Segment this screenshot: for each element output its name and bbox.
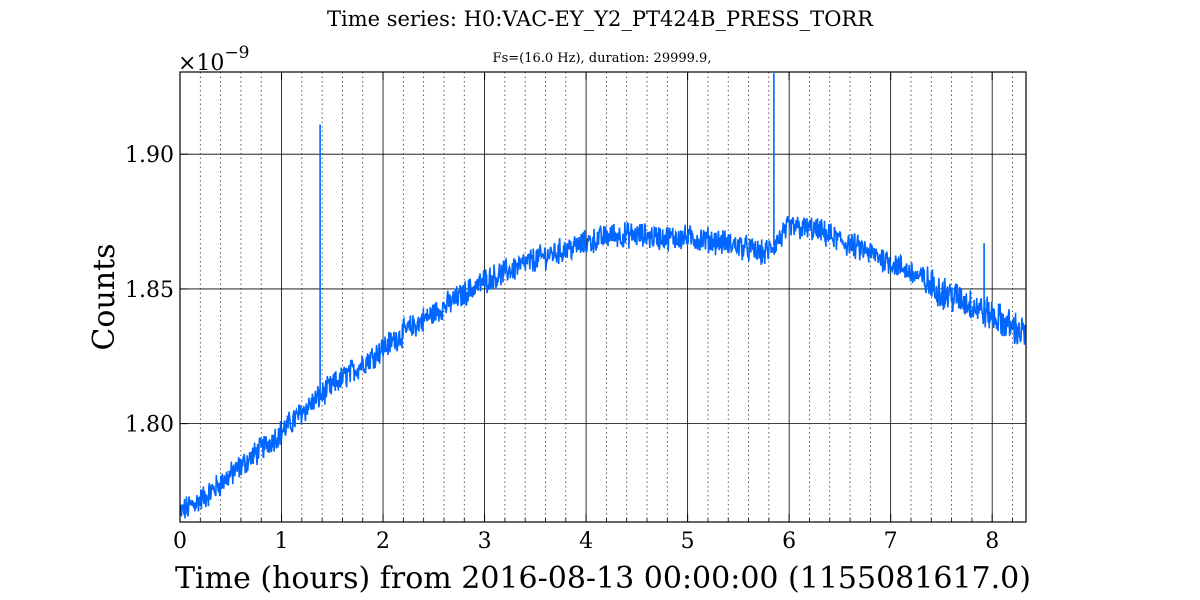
chart-title: Time series: H0:VAC-EY_Y2_PT424B_PRESS_T… (327, 7, 874, 31)
y-tick-label: 1.80 (125, 413, 174, 438)
x-tick-label: 7 (884, 529, 898, 554)
x-axis-ticks: 0 1 2 3 4 5 6 7 8 (173, 72, 1013, 554)
y-axis-ticks: 1.80 1.85 1.90 (125, 143, 188, 438)
x-tick-label: 4 (579, 529, 593, 554)
x-tick-label: 3 (478, 529, 492, 554)
x-tick-label: 6 (782, 529, 796, 554)
x-tick-label: 1 (275, 529, 289, 554)
plot-data (180, 73, 1026, 519)
x-tick-label: 5 (681, 529, 695, 554)
y-multiplier-exponent: −9 (224, 43, 249, 63)
minor-gridlines (199, 72, 1013, 522)
y-multiplier: ×10−9 (178, 43, 250, 76)
series-line (180, 73, 1026, 519)
x-tick-label: 8 (985, 529, 999, 554)
x-tick-label: 0 (173, 529, 187, 554)
chart-subtitle: Fs=(16.0 Hz), duration: 29999.9, (493, 51, 712, 66)
major-gridlines (180, 72, 1026, 522)
x-axis-label: Time (hours) from 2016-08-13 00:00:00 (1… (175, 561, 1031, 596)
y-tick-label: 1.90 (125, 143, 174, 168)
y-axis-label: Counts (87, 243, 122, 350)
plot-frame (179, 71, 1027, 523)
y-tick-label: 1.85 (125, 278, 174, 303)
x-tick-label: 2 (376, 529, 390, 554)
